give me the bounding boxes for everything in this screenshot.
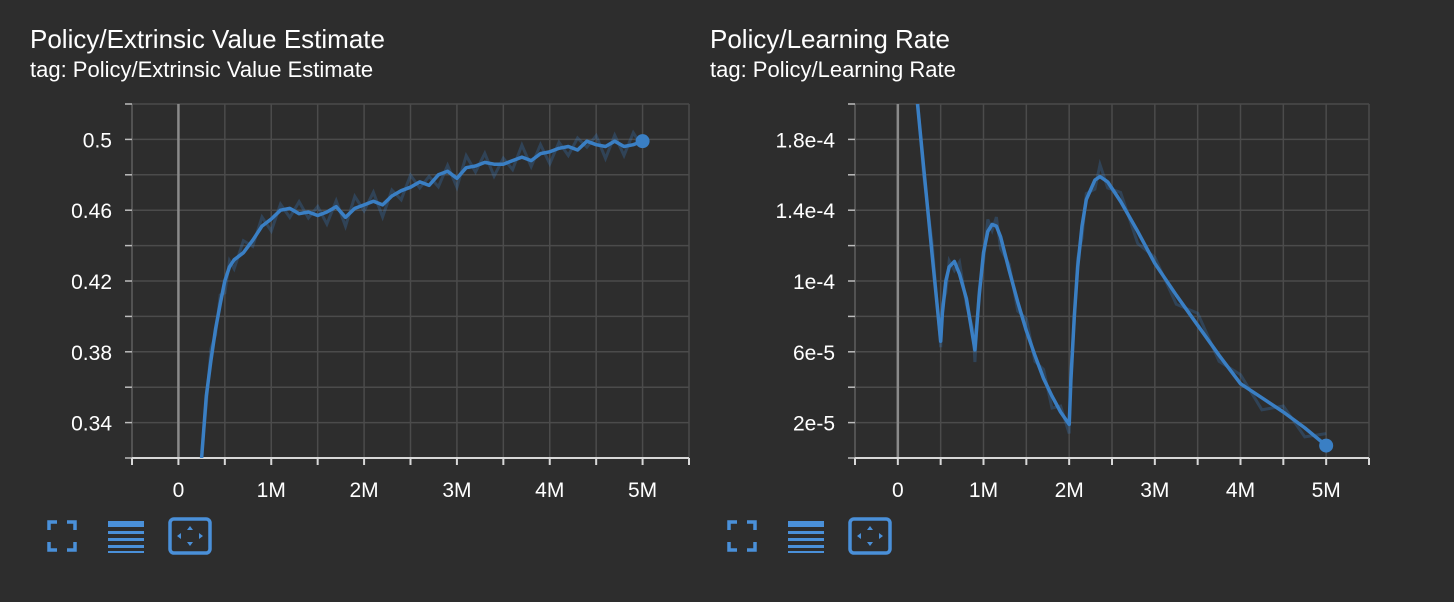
series-line	[915, 104, 1328, 447]
x-tick-label: 4M	[535, 479, 564, 502]
x-tick-label: 1M	[257, 479, 286, 502]
series-raw-line	[200, 129, 644, 453]
chart-plot-value-estimate[interactable]: 0 1M 2M 3M 4M 5M 0.34 0.38 0.42 0.46 0.5	[0, 0, 720, 510]
chart-title: Policy/Extrinsic Value Estimate	[30, 24, 385, 54]
chart-card-value-estimate: Policy/Extrinsic Value Estimate tag: Pol…	[0, 0, 720, 602]
chart-subtitle: tag: Policy/Learning Rate	[710, 57, 956, 82]
toggle-lines-button[interactable]	[106, 516, 146, 556]
chart-plot-learning-rate[interactable]: 0 1M 2M 3M 4M 5M 2e-5 6e-5 1e-4 1.4e-4 1.8e-4	[680, 0, 1400, 510]
x-tick-label: 0	[173, 479, 185, 502]
x-tick-label: 5M	[1312, 479, 1341, 502]
y-tick-label: 6e-5	[793, 342, 835, 365]
x-tick-label: 3M	[1140, 479, 1169, 502]
fit-domain-icon	[168, 517, 212, 555]
x-tick-label: 2M	[1055, 479, 1084, 502]
y-tick-label: 1e-4	[793, 271, 835, 294]
fullscreen-button[interactable]	[46, 516, 78, 556]
chart-card-learning-rate: Policy/Learning Rate tag: Policy/Learnin…	[680, 0, 1400, 602]
y-tick-label: 0.46	[71, 200, 112, 223]
y-tick-label: 1.4e-4	[775, 200, 835, 223]
fullscreen-icon	[47, 520, 77, 552]
chart-title: Policy/Learning Rate	[710, 24, 950, 54]
x-tick-label: 1M	[969, 479, 998, 502]
x-tick-label: 2M	[349, 479, 378, 502]
series-end-point	[1319, 438, 1334, 453]
fullscreen-button[interactable]	[726, 516, 758, 556]
y-tick-label: 0.5	[83, 129, 112, 152]
y-tick-label: 1.8e-4	[775, 129, 835, 152]
x-tick-label: 3M	[442, 479, 471, 502]
x-tick-label: 5M	[628, 479, 657, 502]
lines-icon	[108, 521, 144, 553]
x-tick-label: 0	[892, 479, 904, 502]
x-tick-label: 4M	[1226, 479, 1255, 502]
lines-icon	[788, 521, 824, 553]
series-raw-line	[916, 104, 1327, 439]
series-end-point	[635, 134, 650, 149]
fit-domain-button[interactable]	[168, 516, 212, 556]
y-tick-label: 0.38	[71, 342, 112, 365]
fit-domain-button[interactable]	[848, 516, 892, 556]
series-line	[199, 139, 644, 458]
y-tick-label: 0.42	[71, 271, 112, 294]
chart-subtitle: tag: Policy/Extrinsic Value Estimate	[30, 57, 374, 82]
toggle-lines-button[interactable]	[786, 516, 826, 556]
y-tick-label: 2e-5	[793, 413, 835, 436]
y-tick-label: 0.34	[71, 413, 112, 436]
fit-domain-icon	[848, 517, 892, 555]
fullscreen-icon	[727, 520, 757, 552]
